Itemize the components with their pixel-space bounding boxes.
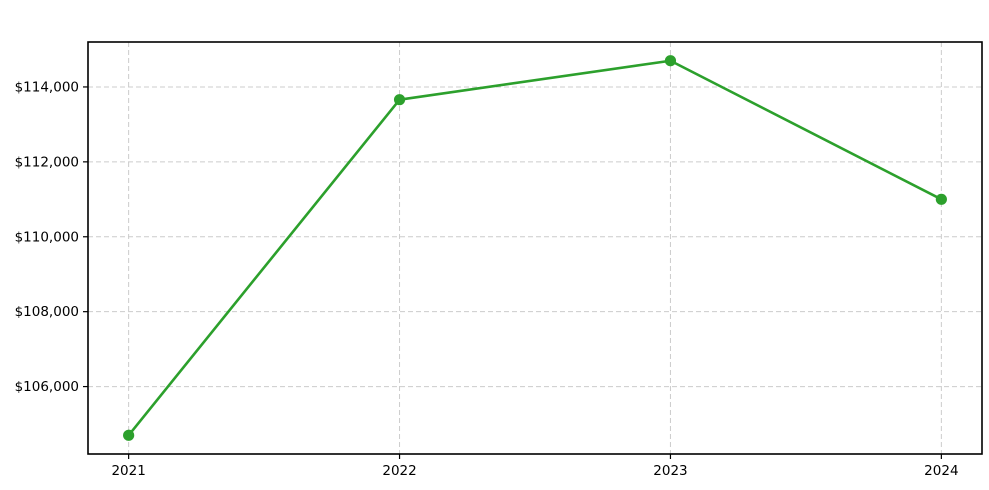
x-tick-label: 2022 [382,463,416,479]
y-tick-label: $106,000 [15,379,79,395]
x-tick-label: 2024 [924,463,958,479]
trend-line [127,59,943,437]
x-tick-label: 2023 [653,463,687,479]
data-point [393,94,406,106]
y-tick-label: $112,000 [15,154,79,170]
x-tick-label: 2021 [111,463,145,479]
data-point [935,193,947,205]
y-tick-label: $110,000 [15,229,79,245]
y-tick-label: $114,000 [15,79,79,95]
y-tick-label: $108,000 [15,304,79,320]
data-point [123,429,135,441]
plot-border [87,41,983,455]
data-point [664,55,677,67]
